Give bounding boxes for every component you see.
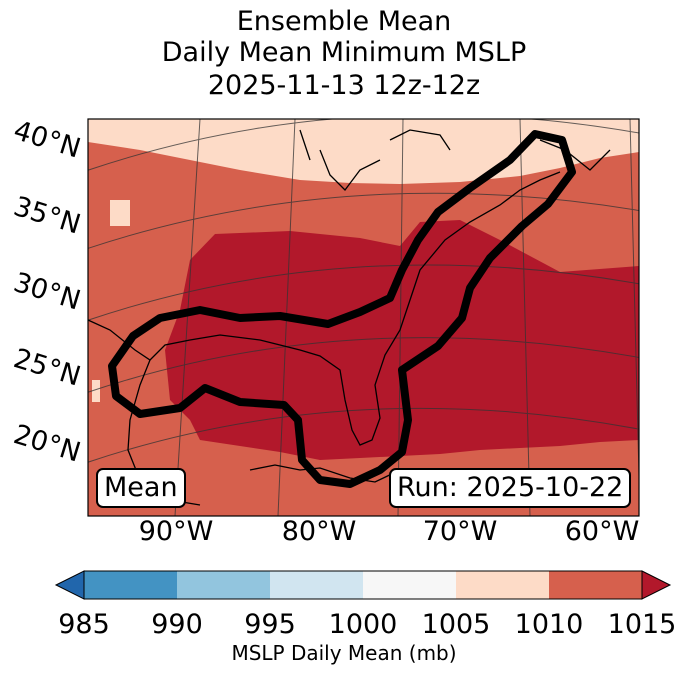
colorbar-segment: [84, 571, 177, 599]
lat-label: 20°N: [10, 419, 84, 469]
lat-label: 30°N: [10, 267, 84, 317]
colorbar-segment: [177, 571, 270, 599]
mean-badge: Mean: [96, 468, 186, 508]
colorbar-tick-label: 1010: [515, 609, 584, 640]
colorbar-extend-low: [54, 570, 85, 600]
map-frame: [87, 118, 640, 517]
colorbar-tick-label: 1015: [608, 609, 677, 640]
colorbar-tick-label: 995: [244, 609, 296, 640]
colorbar-segment: [270, 571, 363, 599]
colorbar-segment: [456, 571, 549, 599]
lat-label: 40°N: [10, 115, 84, 165]
colorbar-tick-label: 1000: [329, 609, 398, 640]
longitude-labels: 90°W 80°W 70°W 60°W: [139, 516, 640, 547]
lon-label: 80°W: [282, 516, 357, 547]
colorbar-tick-label: 985: [58, 609, 110, 640]
lat-label: 35°N: [10, 191, 84, 241]
lon-label: 90°W: [139, 516, 214, 547]
title-line-1: Ensemble Mean: [236, 6, 452, 37]
latitude-labels: 40°N 35°N 30°N 25°N 20°N: [10, 115, 84, 469]
colorbar-tick-label: 1005: [422, 609, 491, 640]
lon-label: 60°W: [565, 516, 640, 547]
colorbar-tick-label: 990: [151, 609, 203, 640]
ensemble-contour: [108, 130, 576, 488]
field-above-1015: [165, 220, 639, 460]
run-badge: Run: 2025-10-22: [389, 468, 632, 508]
colorbar: 985 990 995 1000 1005 1010 1015: [54, 570, 677, 640]
colorbar-extend-high: [641, 570, 672, 600]
colorbar-segment: [363, 571, 456, 599]
colorbar-segment: [549, 571, 642, 599]
title-line-2: Daily Mean Minimum MSLP: [161, 37, 527, 68]
field-1005-1010-patch: [110, 200, 130, 226]
lon-label: 70°W: [423, 516, 498, 547]
lat-label: 25°N: [10, 343, 84, 393]
pressure-field: [88, 119, 639, 516]
colorbar-label: MSLP Daily Mean (mb): [231, 641, 457, 665]
title-line-3: 2025-11-13 12z-12z: [207, 70, 481, 101]
